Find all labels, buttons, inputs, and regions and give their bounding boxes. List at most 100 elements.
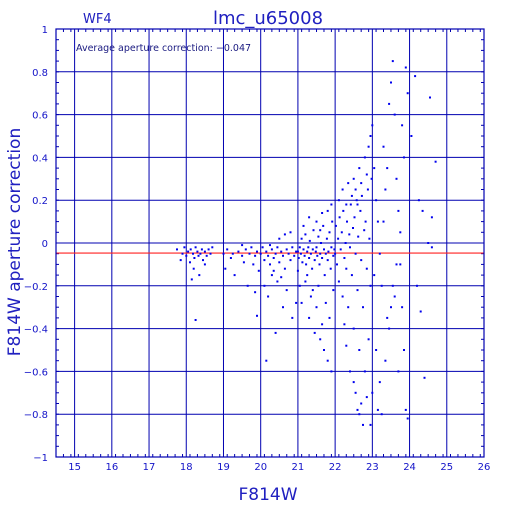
data-point — [384, 359, 387, 362]
data-point — [183, 246, 186, 249]
data-point — [241, 244, 244, 247]
data-point — [231, 252, 234, 255]
data-point — [337, 280, 340, 283]
data-point — [317, 235, 320, 238]
data-point — [309, 295, 312, 298]
data-point — [325, 237, 328, 240]
data-point — [305, 263, 308, 266]
data-point — [348, 233, 351, 236]
data-point — [378, 381, 381, 384]
data-point — [203, 263, 206, 266]
data-point — [326, 359, 329, 362]
data-point — [403, 156, 405, 159]
data-point — [283, 233, 286, 236]
data-point — [242, 261, 245, 264]
data-point — [332, 254, 335, 257]
data-point — [309, 252, 312, 255]
data-point — [300, 301, 303, 304]
data-point — [358, 349, 361, 351]
x-tick-label: 24 — [403, 462, 416, 473]
data-point — [336, 263, 338, 266]
data-point — [369, 135, 372, 137]
data-point — [302, 224, 305, 227]
data-point — [358, 413, 361, 416]
data-point — [297, 257, 300, 259]
data-point — [256, 250, 258, 253]
data-point — [371, 391, 374, 394]
data-point — [360, 194, 363, 197]
data-point — [397, 209, 400, 212]
data-point — [373, 274, 376, 277]
data-point — [296, 269, 299, 272]
data-point — [319, 229, 322, 232]
data-point — [357, 235, 360, 238]
data-point — [229, 257, 232, 259]
data-point — [244, 248, 247, 251]
x-tick-label: 17 — [143, 462, 156, 473]
data-point — [291, 246, 294, 249]
data-point — [257, 269, 260, 272]
data-point — [316, 254, 319, 257]
data-point — [328, 231, 331, 234]
data-point — [256, 314, 258, 317]
data-point — [270, 274, 273, 277]
data-point — [312, 229, 315, 232]
data-point — [265, 250, 268, 253]
y-tick-label: 0.4 — [32, 153, 48, 164]
data-point — [322, 224, 325, 227]
data-point — [300, 237, 303, 240]
data-point — [373, 167, 376, 170]
data-point — [269, 244, 271, 247]
data-point — [270, 248, 273, 251]
data-point — [364, 220, 367, 223]
data-point — [360, 182, 363, 185]
y-tick-label: 0.8 — [32, 68, 48, 79]
data-point — [344, 242, 347, 244]
data-point — [193, 257, 196, 259]
data-point — [314, 250, 317, 253]
data-point — [345, 203, 348, 206]
data-point — [347, 306, 350, 309]
data-point — [339, 248, 342, 251]
y-tick-label: 0.6 — [32, 111, 48, 122]
data-point — [207, 248, 210, 251]
data-point — [263, 284, 266, 287]
data-point — [341, 295, 344, 298]
data-point — [198, 274, 201, 277]
data-point — [315, 246, 318, 249]
data-point — [330, 246, 333, 249]
data-point — [254, 254, 257, 257]
chart-subtitle: WF4 — [83, 12, 112, 27]
data-point — [395, 177, 398, 180]
data-point — [337, 237, 340, 240]
data-point — [323, 274, 326, 277]
data-point — [403, 349, 405, 351]
data-point — [406, 92, 409, 95]
x-tick-label: 16 — [105, 462, 118, 473]
data-point — [246, 284, 249, 287]
data-point — [192, 252, 194, 255]
data-point — [209, 252, 212, 255]
y-axis-label: F814W aperture correction — [5, 128, 25, 356]
data-point — [269, 263, 271, 266]
data-point — [311, 248, 314, 251]
data-point — [308, 239, 311, 242]
data-point — [362, 306, 364, 309]
data-point — [410, 135, 413, 137]
data-point — [278, 261, 281, 264]
data-point — [285, 289, 288, 292]
data-point — [252, 263, 255, 266]
data-point — [298, 284, 301, 287]
data-point — [416, 284, 418, 287]
data-point — [429, 96, 431, 99]
data-point — [371, 124, 374, 127]
x-tick-label: 18 — [180, 462, 193, 473]
x-tick-label: 19 — [217, 462, 230, 473]
data-point — [399, 263, 402, 266]
data-point — [419, 310, 422, 313]
data-point — [194, 319, 197, 321]
grid-lines — [55, 28, 485, 458]
data-point — [349, 203, 352, 206]
chart-title: lmc_u65008 — [213, 8, 323, 29]
